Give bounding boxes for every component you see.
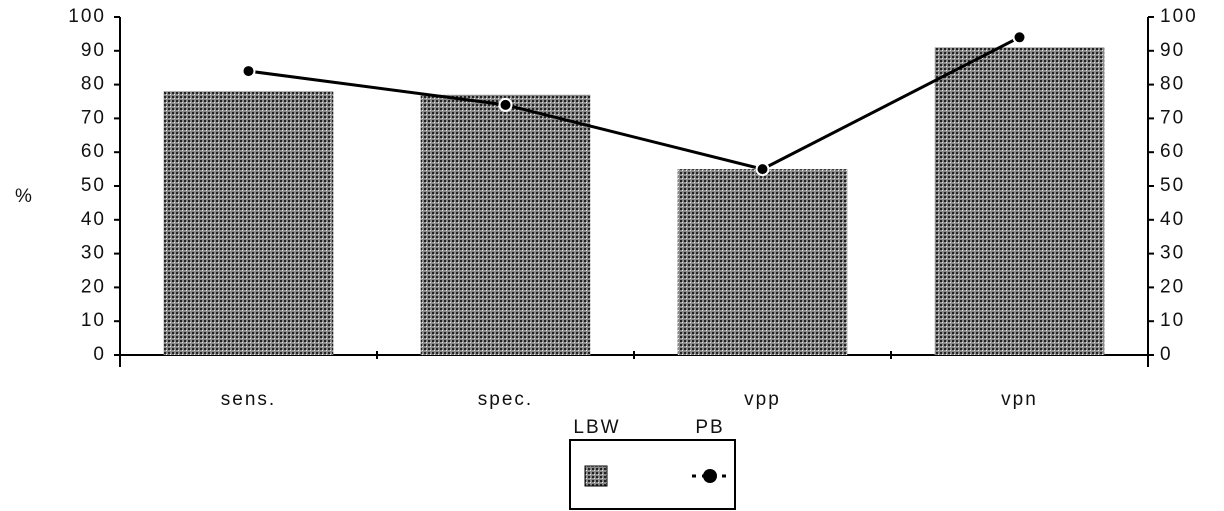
- y-tick-label: 50: [81, 175, 106, 196]
- y2-tick-label: 30: [1160, 243, 1185, 264]
- y2-tick-label: 20: [1160, 276, 1185, 297]
- y-tick-label: 60: [81, 141, 106, 162]
- y-tick-label: 30: [81, 243, 106, 264]
- legend-label: PB: [695, 417, 724, 438]
- y2-tick-label: 40: [1160, 209, 1185, 230]
- legend-point: [703, 469, 717, 483]
- y-tick-label: 20: [81, 276, 106, 297]
- y-axis-label: %: [15, 186, 34, 207]
- y-tick-label: 90: [81, 40, 106, 61]
- point: [498, 97, 513, 112]
- y-tick-label: 80: [81, 74, 106, 95]
- y2-tick-label: 90: [1160, 40, 1185, 61]
- y2-tick-label: 60: [1160, 141, 1185, 162]
- legend-label: LBW: [573, 417, 620, 438]
- y-tick-label: 70: [81, 107, 106, 128]
- point: [755, 162, 770, 177]
- bar: [677, 169, 848, 355]
- y2-tick-label: 70: [1160, 107, 1185, 128]
- y2-tick-label: 80: [1160, 74, 1185, 95]
- bar: [934, 47, 1105, 356]
- legend-swatch: [584, 465, 608, 487]
- y-tick-label: 100: [68, 6, 106, 27]
- y-tick-label: 0: [93, 344, 106, 365]
- x-tick-label: sens.: [221, 389, 276, 410]
- y-tick-label: 10: [81, 310, 106, 331]
- y2-tick-label: 50: [1160, 175, 1185, 196]
- y2-tick-label: 100: [1160, 6, 1198, 27]
- point: [241, 64, 256, 79]
- point: [1012, 30, 1027, 45]
- x-tick-label: vpp: [744, 389, 781, 410]
- y2-tick-label: 0: [1160, 344, 1173, 365]
- bar: [420, 94, 591, 356]
- line: [248, 35, 1021, 171]
- x-tick-label: spec.: [478, 389, 533, 410]
- y-tick-label: 40: [81, 209, 106, 230]
- bar: [163, 91, 334, 356]
- x-tick-label: vpn: [1001, 389, 1038, 410]
- y2-tick-label: 10: [1160, 310, 1185, 331]
- legend-box: [569, 439, 736, 510]
